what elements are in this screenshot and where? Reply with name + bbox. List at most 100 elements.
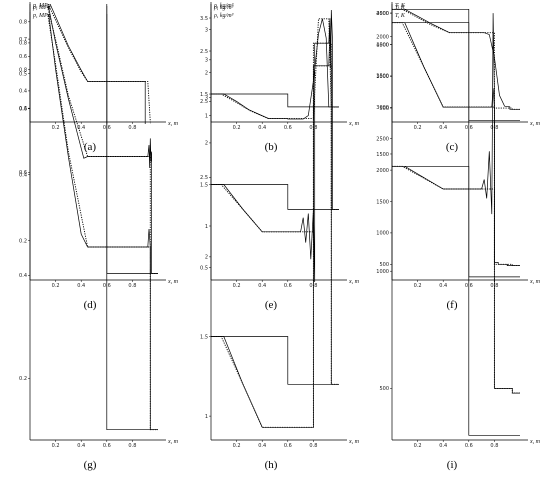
panel-caption: (e) — [265, 299, 278, 311]
series-line-2 — [211, 93, 339, 108]
y-tick-label: 2000 — [376, 11, 389, 17]
y-tick-label: 0.4 — [19, 273, 27, 279]
series-line-2 — [106, 6, 158, 274]
y-tick-label: 2000 — [376, 168, 389, 174]
series-line-1 — [392, 8, 520, 110]
y-tick-label: 0.8 — [19, 20, 27, 26]
series-line-3 — [392, 22, 520, 394]
x-axis-label: x, m — [348, 439, 360, 445]
series-line-1 — [48, 14, 158, 431]
y-tick-label: 2.5 — [200, 99, 208, 105]
y-tick-label: 1000 — [376, 231, 389, 237]
y-tick-label: 0.3 — [19, 106, 27, 112]
x-tick-label: 0.2 — [414, 443, 422, 449]
y-axis-label: ρ, kg/m³ — [213, 13, 234, 19]
x-tick-label: 0.4 — [77, 283, 85, 289]
series-line-1 — [211, 18, 339, 120]
y-tick-label: 3500 — [376, 74, 389, 80]
y-tick-label: 2.5 — [200, 49, 208, 55]
x-tick-label: 0.6 — [284, 283, 292, 289]
y-tick-label: 0.4 — [19, 89, 27, 95]
y-axis-label: T, K — [395, 3, 406, 9]
x-axis-label: x, m — [167, 121, 179, 127]
x-tick-label: 0.4 — [439, 125, 447, 131]
series-line-3 — [47, 4, 151, 124]
series-line-3 — [211, 42, 339, 233]
panel-caption: (h) — [265, 459, 278, 471]
y-tick-label: 1000 — [376, 269, 389, 275]
series-line-1 — [392, 13, 520, 266]
y-tick-label: 4000 — [376, 42, 389, 48]
y-tick-label: 1.5 — [200, 92, 208, 98]
panel-caption: (a) — [84, 141, 97, 153]
y-tick-label: 0.6 — [19, 170, 27, 176]
y-tick-label: 500 — [379, 106, 389, 112]
y-tick-label: 3 — [205, 58, 208, 64]
series-line-2 — [106, 14, 158, 431]
x-axis-label: x, m — [167, 279, 179, 285]
y-axis-label: p, MPa — [32, 13, 51, 19]
y-tick-label: 0.6 — [19, 107, 27, 113]
panel-e: 32.521.510.50.2 0.4 0.6 0.8ρ, kg/m³x, m(e) — [200, 4, 360, 311]
series-line-1 — [392, 22, 520, 394]
y-axis-label: T, K — [395, 5, 406, 11]
panel-caption: (d) — [84, 299, 97, 311]
x-tick-label: 0.6 — [284, 443, 292, 449]
series-line-2 — [392, 8, 520, 122]
y-axis-label: p, MPa — [32, 5, 51, 11]
y-tick-label: 500 — [379, 262, 389, 268]
series-line-1 — [48, 6, 158, 274]
x-axis-label: x, m — [529, 121, 541, 127]
x-tick-label: 0.8 — [309, 443, 317, 449]
panel-h: 3.532.521.510.2 0.4 0.6 0.8ρ, kg/m³x, m(h) — [200, 12, 360, 471]
series-line-2 — [392, 165, 520, 278]
x-tick-label: 0.8 — [128, 283, 136, 289]
y-tick-label: 0.2 — [19, 376, 27, 382]
series-line-3 — [392, 165, 520, 267]
y-tick-label: 0.5 — [19, 71, 27, 77]
y-tick-label: 0.6 — [19, 54, 27, 60]
y-tick-label: 3 — [205, 95, 208, 101]
x-tick-label: 0.6 — [465, 443, 473, 449]
y-tick-label: 2 — [205, 70, 208, 76]
x-axis-label: x, m — [348, 121, 360, 127]
x-axis-label: x, m — [529, 279, 541, 285]
y-tick-label: 500 — [379, 386, 389, 392]
series-line-3 — [47, 14, 158, 431]
y-tick-label: 1500 — [376, 199, 389, 205]
panel-caption: (c) — [446, 141, 459, 153]
series-line-3 — [46, 6, 158, 274]
x-tick-label: 0.8 — [490, 443, 498, 449]
y-tick-label: 2500 — [376, 137, 389, 143]
series-line-2 — [211, 184, 339, 210]
panel-caption: (g) — [84, 459, 97, 471]
y-tick-label: 1 — [205, 113, 208, 119]
x-tick-label: 0.2 — [233, 125, 241, 131]
x-tick-label: 0.2 — [414, 283, 422, 289]
y-tick-label: 4500 — [376, 11, 389, 17]
y-axis-label: p, MPa — [32, 3, 51, 9]
y-tick-label: 1 — [205, 224, 208, 230]
series-line-3 — [211, 65, 339, 428]
x-axis-label: x, m — [529, 439, 541, 445]
y-tick-label: 0.5 — [200, 265, 208, 271]
series-line-3 — [211, 18, 339, 120]
series-line-3 — [392, 8, 520, 110]
y-tick-label: 3000 — [376, 105, 389, 111]
panel-caption: (f) — [447, 299, 458, 311]
y-tick-label: 1.5 — [200, 182, 208, 188]
x-tick-label: 0.4 — [258, 443, 266, 449]
series-line-2 — [392, 22, 520, 436]
y-tick-label: 0.8 — [19, 41, 27, 47]
y-tick-label: 2.5 — [200, 175, 208, 181]
y-tick-label: 1000 — [376, 74, 389, 80]
panel-b: 32.521.510.2 0.4 0.6 0.8ρ, kg/m³x, m(b) — [200, 2, 360, 153]
x-tick-label: 0.6 — [103, 443, 111, 449]
y-axis-label: ρ, kg/m³ — [213, 3, 234, 9]
y-tick-label: 3.5 — [200, 16, 208, 22]
